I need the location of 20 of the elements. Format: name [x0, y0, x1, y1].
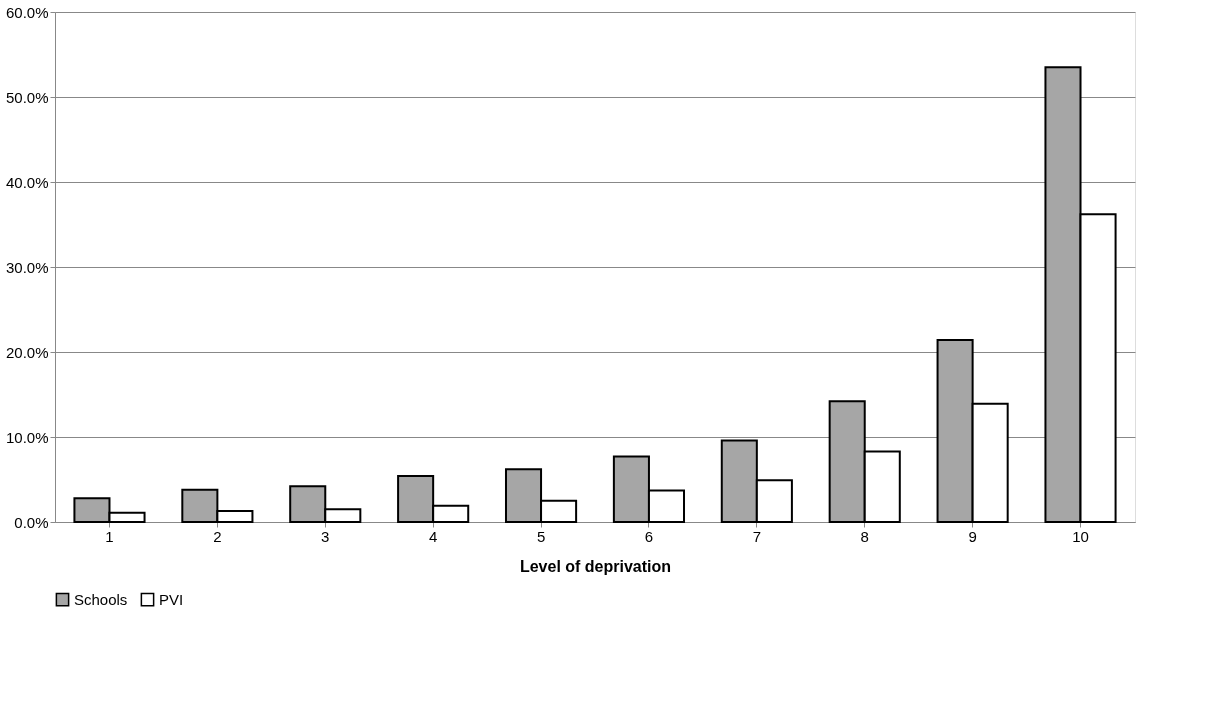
- y-tick-label: 0.0%: [14, 513, 49, 531]
- x-tick-label: 10: [1072, 527, 1089, 545]
- x-tick-label: 9: [968, 527, 977, 545]
- x-axis-title: Level of deprivation: [519, 557, 672, 575]
- x-tick-label: 1: [105, 527, 114, 545]
- x-tick-label: 4: [428, 527, 438, 545]
- y-tick-label: 10.0%: [5, 428, 49, 446]
- x-tick-label: 8: [860, 527, 869, 545]
- y-tick-label: 40.0%: [5, 173, 49, 191]
- y-tick-label: 30.0%: [5, 258, 49, 276]
- legend-label: Schools: [74, 590, 128, 608]
- x-tick-label: 6: [644, 527, 654, 545]
- y-tick-label: 50.0%: [5, 88, 49, 106]
- x-tick-label: 5: [536, 527, 546, 545]
- x-tick-label: 7: [752, 527, 762, 545]
- y-tick-label: 60.0%: [5, 3, 49, 21]
- x-tick-label: 2: [213, 527, 222, 545]
- x-tick-label: 3: [321, 527, 330, 545]
- y-tick-label: 20.0%: [5, 343, 49, 361]
- legend-label: PVI: [159, 590, 184, 608]
